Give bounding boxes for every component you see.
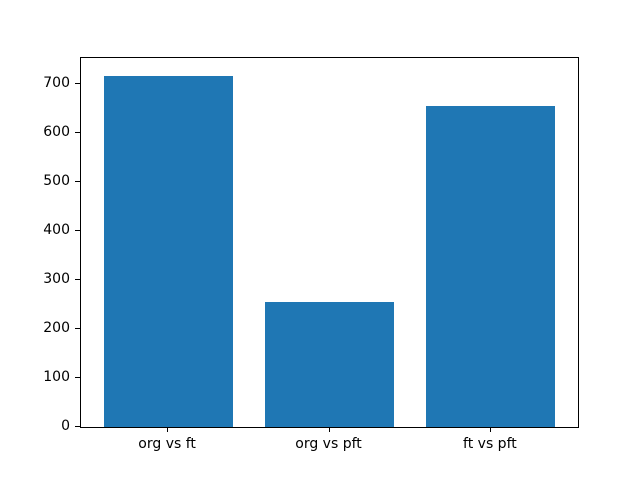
y-tick-label: 100 [43,369,70,385]
y-tick-label: 400 [43,222,70,238]
y-tick-mark [75,377,80,378]
plot-area [80,57,579,428]
y-tick-mark [75,426,80,427]
x-tick-mark [489,427,491,432]
y-tick-mark [75,279,80,280]
y-tick-mark [75,230,80,231]
bar-ft-vs-pft [426,105,556,427]
y-tick-label: 300 [43,271,70,287]
x-tick-mark [328,427,330,432]
bar-org-vs-pft [265,301,395,427]
y-tick-mark [75,83,80,84]
x-tick-label-org-vs-ft: org vs ft [138,436,196,452]
y-tick-mark [75,132,80,133]
y-tick-label: 0 [61,418,70,434]
x-tick-label-ft-vs-pft: ft vs pft [463,436,517,452]
x-tick-label-org-vs-pft: org vs pft [295,436,362,452]
y-tick-mark [75,328,80,329]
y-tick-label: 700 [43,75,70,91]
bar-org-vs-ft [103,75,233,427]
y-tick-label: 600 [43,124,70,140]
x-tick-mark [167,427,169,432]
y-tick-label: 200 [43,320,70,336]
y-tick-mark [75,181,80,182]
y-tick-label: 500 [43,173,70,189]
